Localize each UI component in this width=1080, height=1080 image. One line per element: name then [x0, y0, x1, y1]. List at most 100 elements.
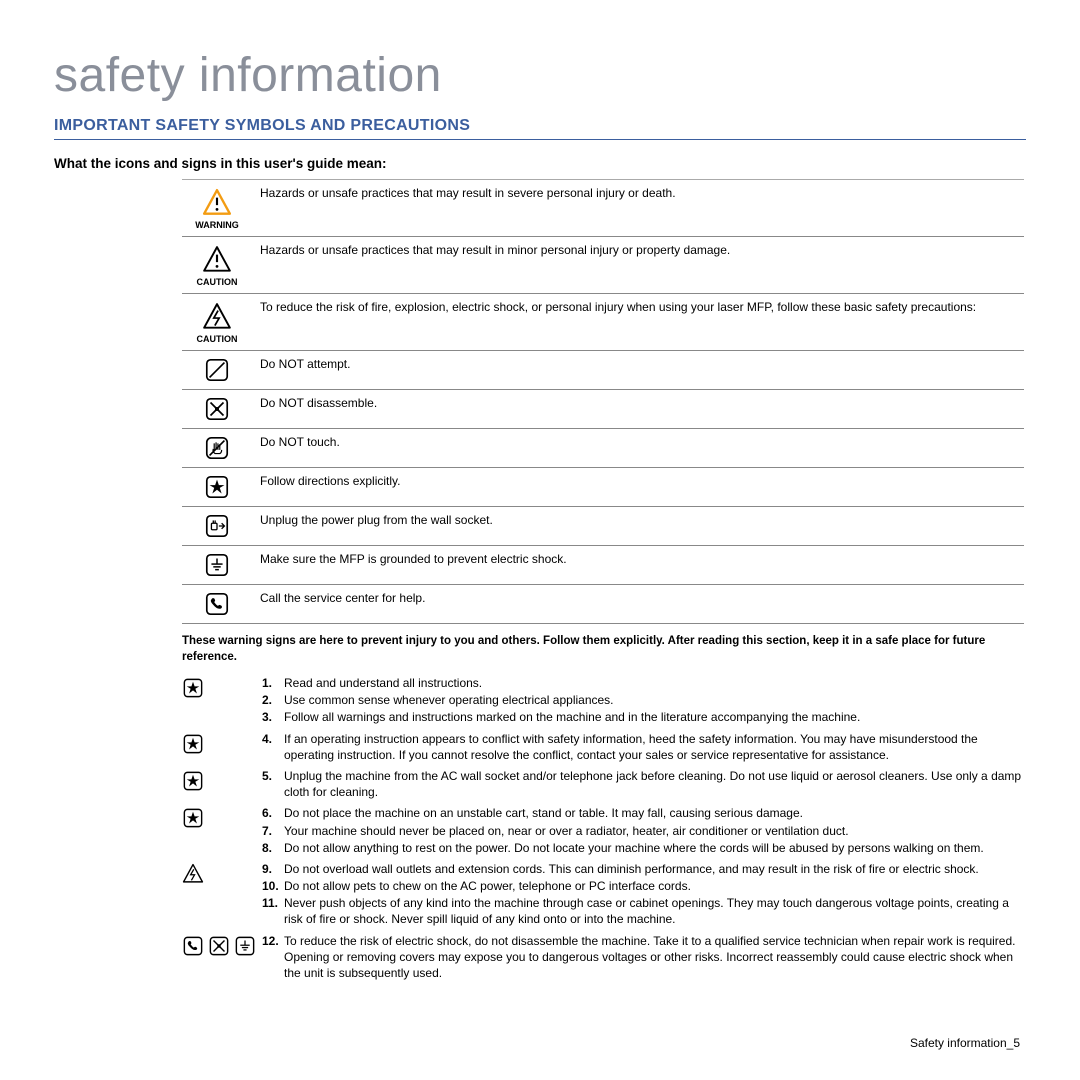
instruction-group: 1.Read and understand all instructions.2… — [182, 675, 1026, 727]
sub-heading: What the icons and signs in this user's … — [54, 156, 1026, 171]
instruction-list: 6.Do not place the machine on an unstabl… — [262, 805, 1026, 857]
list-item: 1.Read and understand all instructions. — [262, 675, 1026, 691]
item-text: Use common sense whenever operating elec… — [284, 692, 614, 708]
table-row: Do NOT touch. — [182, 429, 1024, 468]
symbol-icon-cell — [182, 546, 252, 585]
item-number: 8. — [262, 840, 284, 856]
symbol-icon-cell — [182, 585, 252, 624]
table-row: Call the service center for help. — [182, 585, 1024, 624]
item-number: 2. — [262, 692, 284, 708]
symbol-description: Unplug the power plug from the wall sock… — [252, 507, 1024, 546]
list-item: 7.Your machine should never be placed on… — [262, 823, 1026, 839]
caution-triangle-icon — [202, 245, 232, 275]
page-title: safety information — [54, 48, 1026, 103]
star-box-icon — [204, 474, 230, 500]
item-text: Read and understand all instructions. — [284, 675, 482, 691]
table-row: Follow directions explicitly. — [182, 468, 1024, 507]
instruction-icon-col — [182, 731, 262, 755]
list-item: 9.Do not overload wall outlets and exten… — [262, 861, 1026, 877]
table-row: Unplug the power plug from the wall sock… — [182, 507, 1024, 546]
instruction-list: 1.Read and understand all instructions.2… — [262, 675, 1026, 727]
symbol-description: Do NOT touch. — [252, 429, 1024, 468]
symbol-icon-cell: WARNING — [182, 180, 252, 237]
star-box-icon — [182, 677, 204, 699]
table-row: CAUTION To reduce the risk of fire, explo… — [182, 294, 1024, 351]
item-number: 10. — [262, 878, 284, 894]
item-number: 1. — [262, 675, 284, 691]
symbol-icon-cell — [182, 429, 252, 468]
star-box-icon — [182, 733, 204, 755]
item-text: Never push objects of any kind into the … — [284, 895, 1026, 927]
instruction-group: 9.Do not overload wall outlets and exten… — [182, 861, 1026, 929]
table-row: Do NOT attempt. — [182, 351, 1024, 390]
item-number: 11. — [262, 895, 284, 911]
symbol-icon-cell: CAUTION — [182, 294, 252, 351]
table-row: WARNING Hazards or unsafe practices that … — [182, 180, 1024, 237]
instruction-group: 6.Do not place the machine on an unstabl… — [182, 805, 1026, 857]
item-text: If an operating instruction appears to c… — [284, 731, 1026, 763]
list-item: 5.Unplug the machine from the AC wall so… — [262, 768, 1026, 800]
symbol-description: Do NOT disassemble. — [252, 390, 1024, 429]
item-text: Do not place the machine on an unstable … — [284, 805, 803, 821]
no-touch-icon — [204, 435, 230, 461]
caution-triangle-bolt-icon — [202, 302, 232, 332]
star-box-icon — [182, 807, 204, 829]
instruction-group: 4.If an operating instruction appears to… — [182, 731, 1026, 764]
symbol-description: Do NOT attempt. — [252, 351, 1024, 390]
instruction-icon-col — [182, 805, 262, 829]
instruction-list: 12.To reduce the risk of electric shock,… — [262, 933, 1026, 983]
list-item: 8.Do not allow anything to rest on the p… — [262, 840, 1026, 856]
instruction-icon-col — [182, 675, 262, 699]
item-number: 4. — [262, 731, 284, 747]
symbol-description: Make sure the MFP is grounded to prevent… — [252, 546, 1024, 585]
table-row: Make sure the MFP is grounded to prevent… — [182, 546, 1024, 585]
phone-icon — [204, 591, 230, 617]
symbol-description: Hazards or unsafe practices that may res… — [252, 237, 1024, 294]
ground-icon — [234, 935, 256, 957]
item-number: 12. — [262, 933, 284, 949]
symbol-icon-cell — [182, 507, 252, 546]
item-text: Unplug the machine from the AC wall sock… — [284, 768, 1026, 800]
instruction-group: 5.Unplug the machine from the AC wall so… — [182, 768, 1026, 801]
list-item: 4.If an operating instruction appears to… — [262, 731, 1026, 763]
symbol-icon-cell — [182, 468, 252, 507]
list-item: 6.Do not place the machine on an unstabl… — [262, 805, 1026, 821]
instruction-group: 12.To reduce the risk of electric shock,… — [182, 933, 1026, 983]
instruction-icon-col — [182, 861, 262, 885]
list-item: 2.Use common sense whenever operating el… — [262, 692, 1026, 708]
phone-icon — [182, 935, 204, 957]
symbol-table: WARNING Hazards or unsafe practices that … — [182, 179, 1024, 624]
symbol-description: Follow directions explicitly. — [252, 468, 1024, 507]
table-row: CAUTIONHazards or unsafe practices that … — [182, 237, 1024, 294]
item-text: To reduce the risk of electric shock, do… — [284, 933, 1026, 982]
symbol-icon-cell — [182, 390, 252, 429]
no-attempt-icon — [204, 357, 230, 383]
item-number: 3. — [262, 709, 284, 725]
instruction-icon-col — [182, 933, 262, 957]
warning-triangle-orange-icon — [202, 188, 232, 218]
unplug-icon — [204, 513, 230, 539]
item-text: Do not allow anything to rest on the pow… — [284, 840, 984, 856]
symbol-label: CAUTION — [190, 334, 244, 344]
page-footer: Safety information_5 — [910, 1036, 1020, 1050]
instruction-list: 9.Do not overload wall outlets and exten… — [262, 861, 1026, 929]
no-disassemble-icon — [204, 396, 230, 422]
list-item: 12.To reduce the risk of electric shock,… — [262, 933, 1026, 982]
symbol-icon-cell — [182, 351, 252, 390]
list-item: 3.Follow all warnings and instructions m… — [262, 709, 1026, 725]
item-number: 9. — [262, 861, 284, 877]
item-text: Do not allow pets to chew on the AC powe… — [284, 878, 691, 894]
item-number: 7. — [262, 823, 284, 839]
section-heading: IMPORTANT SAFETY SYMBOLS AND PRECAUTIONS — [54, 117, 1026, 140]
symbol-description: Hazards or unsafe practices that may res… — [252, 180, 1024, 237]
ground-icon — [204, 552, 230, 578]
symbol-description: Call the service center for help. — [252, 585, 1024, 624]
symbol-description: To reduce the risk of fire, explosion, e… — [252, 294, 1024, 351]
symbol-label: WARNING — [190, 220, 244, 230]
list-item: 10.Do not allow pets to chew on the AC p… — [262, 878, 1026, 894]
table-row: Do NOT disassemble. — [182, 390, 1024, 429]
item-text: Your machine should never be placed on, … — [284, 823, 849, 839]
instruction-icon-col — [182, 768, 262, 792]
item-number: 5. — [262, 768, 284, 784]
no-disassemble-icon — [208, 935, 230, 957]
